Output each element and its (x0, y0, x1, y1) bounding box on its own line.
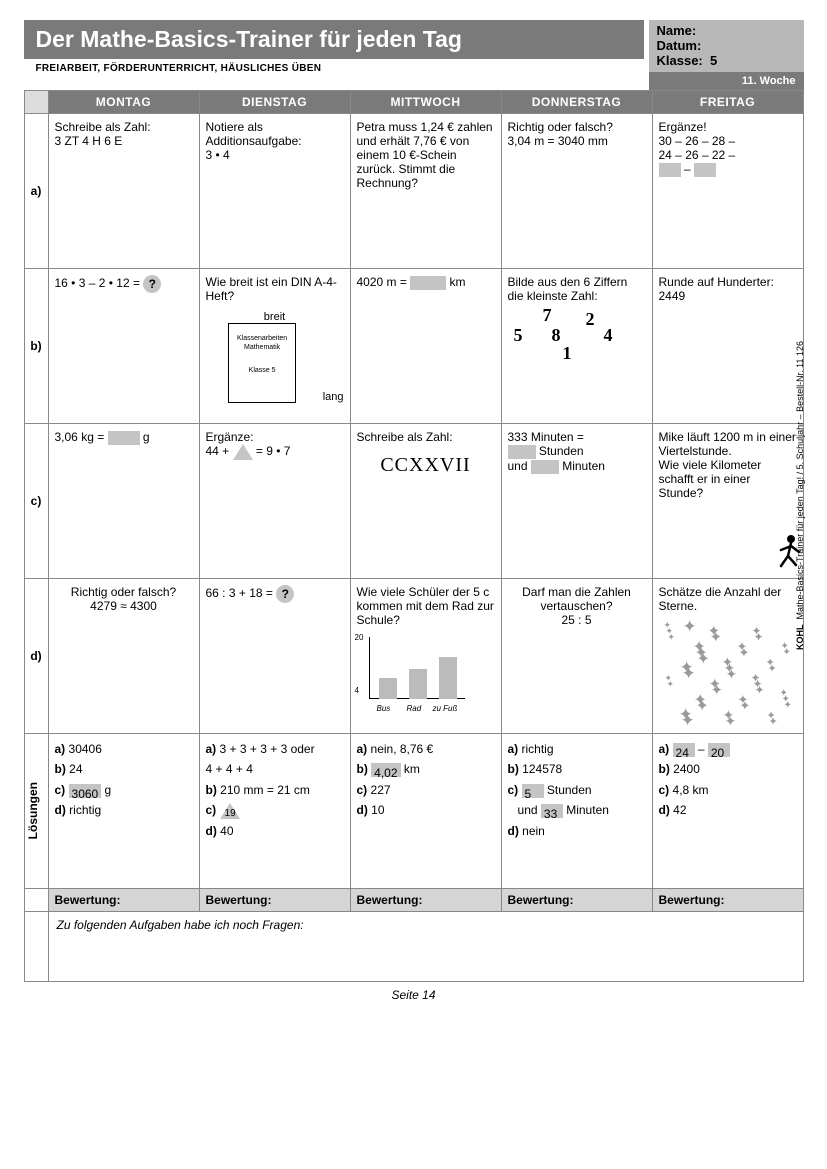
task-cell: Runde auf Hunderter: 2449 (652, 269, 803, 424)
bewertung-cell[interactable]: Bewertung: (350, 889, 501, 912)
losungen-label: Lösungen (24, 734, 48, 889)
day-header: FREITAG (652, 91, 803, 114)
task-cell: Petra muss 1,24 € zahlen und erhält 7,76… (350, 114, 501, 269)
question-mark-icon: ? (143, 275, 161, 293)
solution-cell: a) 30406 b) 24 c) 3060 g d) richtig (48, 734, 199, 889)
page-footer: Seite 14 (24, 988, 804, 1002)
solution-cell: a) 24 – 20 b) 2400 c) 4,8 km d) 42 (652, 734, 803, 889)
side-credit: KOHL Mathe-Basics-Trainer für jeden Tag!… (795, 170, 805, 650)
task-cell: Schreibe als Zahl: 3 ZT 4 H 6 E (48, 114, 199, 269)
blank-box[interactable] (659, 163, 681, 177)
blank-box[interactable] (508, 445, 536, 459)
blank-box[interactable] (108, 431, 140, 445)
class-label: Klasse: (657, 53, 703, 68)
blank-box[interactable] (410, 276, 446, 290)
task-cell: Ergänze! 30 – 26 – 28 – 24 – 26 – 22 – – (652, 114, 803, 269)
task-cell: Schätze die Anzahl der Sterne. ✦✦✦✦✦✦✦✦✦… (652, 579, 803, 734)
task-cell: Mike läuft 1200 m in einer Viertelstunde… (652, 424, 803, 579)
bewertung-cell[interactable]: Bewertung: (652, 889, 803, 912)
task-cell: 333 Minuten = Stunden und Minuten (501, 424, 652, 579)
name-label: Name: (657, 23, 697, 38)
solution-cell: a) 3 + 3 + 3 + 3 oder 4 + 4 + 4 b) 210 m… (199, 734, 350, 889)
bewertung-cell[interactable]: Bewertung: (48, 889, 199, 912)
a4-heft-icon: Klassenarbeiten Mathematik Klasse 5 (228, 323, 296, 403)
star-field: ✦✦✦✦✦✦✦✦✦✦✦✦✦✦✦✦✦✦✦✦✦✦✦✦✦✦✦✦✦✦✦✦✦✦✦✦✦✦✦✦… (659, 617, 797, 727)
notes-area[interactable]: Zu folgenden Aufgaben habe ich noch Frag… (48, 912, 803, 982)
bewertung-cell[interactable]: Bewertung: (199, 889, 350, 912)
bar-chart: 20 4 Bus Rad zu Fuß (357, 633, 467, 713)
class-value: 5 (710, 53, 717, 68)
row-label: c) (24, 424, 48, 579)
solution-cell: a) nein, 8,76 € b) 4,02 km c) 227 d) 10 (350, 734, 501, 889)
task-cell: Schreibe als Zahl: CCXXVII (350, 424, 501, 579)
solution-cell: a) richtig b) 124578 c) 5 Stunden und 33… (501, 734, 652, 889)
task-cell: 4020 m = km (350, 269, 501, 424)
triangle-icon (233, 444, 253, 460)
task-cell: Darf man die Zahlen vertauschen? 25 : 5 (501, 579, 652, 734)
day-header: MONTAG (48, 91, 199, 114)
day-header: MITTWOCH (350, 91, 501, 114)
task-cell: Richtig oder falsch? 3,04 m = 3040 mm (501, 114, 652, 269)
blank-box[interactable] (531, 460, 559, 474)
week-label: 11. Woche (649, 72, 804, 90)
roman-numeral: CCXXVII (357, 454, 495, 477)
row-label: b) (24, 269, 48, 424)
task-cell: Notiere als Additionsaufgabe: 3 • 4 (199, 114, 350, 269)
row-label: d) (24, 579, 48, 734)
bewertung-cell[interactable]: Bewertung: (501, 889, 652, 912)
task-cell: 3,06 kg = g (48, 424, 199, 579)
row-label: a) (24, 114, 48, 269)
blank-box[interactable] (694, 163, 716, 177)
task-cell: Bilde aus den 6 Ziffern die kleinste Zah… (501, 269, 652, 424)
page-title: Der Mathe-Basics-Trainer für jeden Tag (24, 20, 644, 59)
worksheet-grid: MONTAG DIENSTAG MITTWOCH DONNERSTAG FREI… (24, 90, 804, 982)
task-cell: Wie breit ist ein DIN A-4-Heft? breit Kl… (199, 269, 350, 424)
question-mark-icon: ? (276, 585, 294, 603)
corner-cell (24, 91, 48, 114)
task-cell: Wie viele Schüler der 5 c kommen mit dem… (350, 579, 501, 734)
task-cell: 16 • 3 – 2 • 12 = ? (48, 269, 199, 424)
day-header: DIENSTAG (199, 91, 350, 114)
subtitle: FREIARBEIT, FÖRDERUNTERRICHT, HÄUSLICHES… (24, 59, 644, 78)
meta-box: Name: Datum: Klasse: 5 (649, 20, 804, 72)
number-scatter: 7 2 5 8 4 1 (508, 303, 646, 363)
day-header: DONNERSTAG (501, 91, 652, 114)
task-cell: Ergänze: 44 + = 9 • 7 (199, 424, 350, 579)
task-cell: Richtig oder falsch? 4279 ≈ 4300 (48, 579, 199, 734)
task-cell: 66 : 3 + 18 = ? (199, 579, 350, 734)
date-label: Datum: (657, 38, 702, 53)
